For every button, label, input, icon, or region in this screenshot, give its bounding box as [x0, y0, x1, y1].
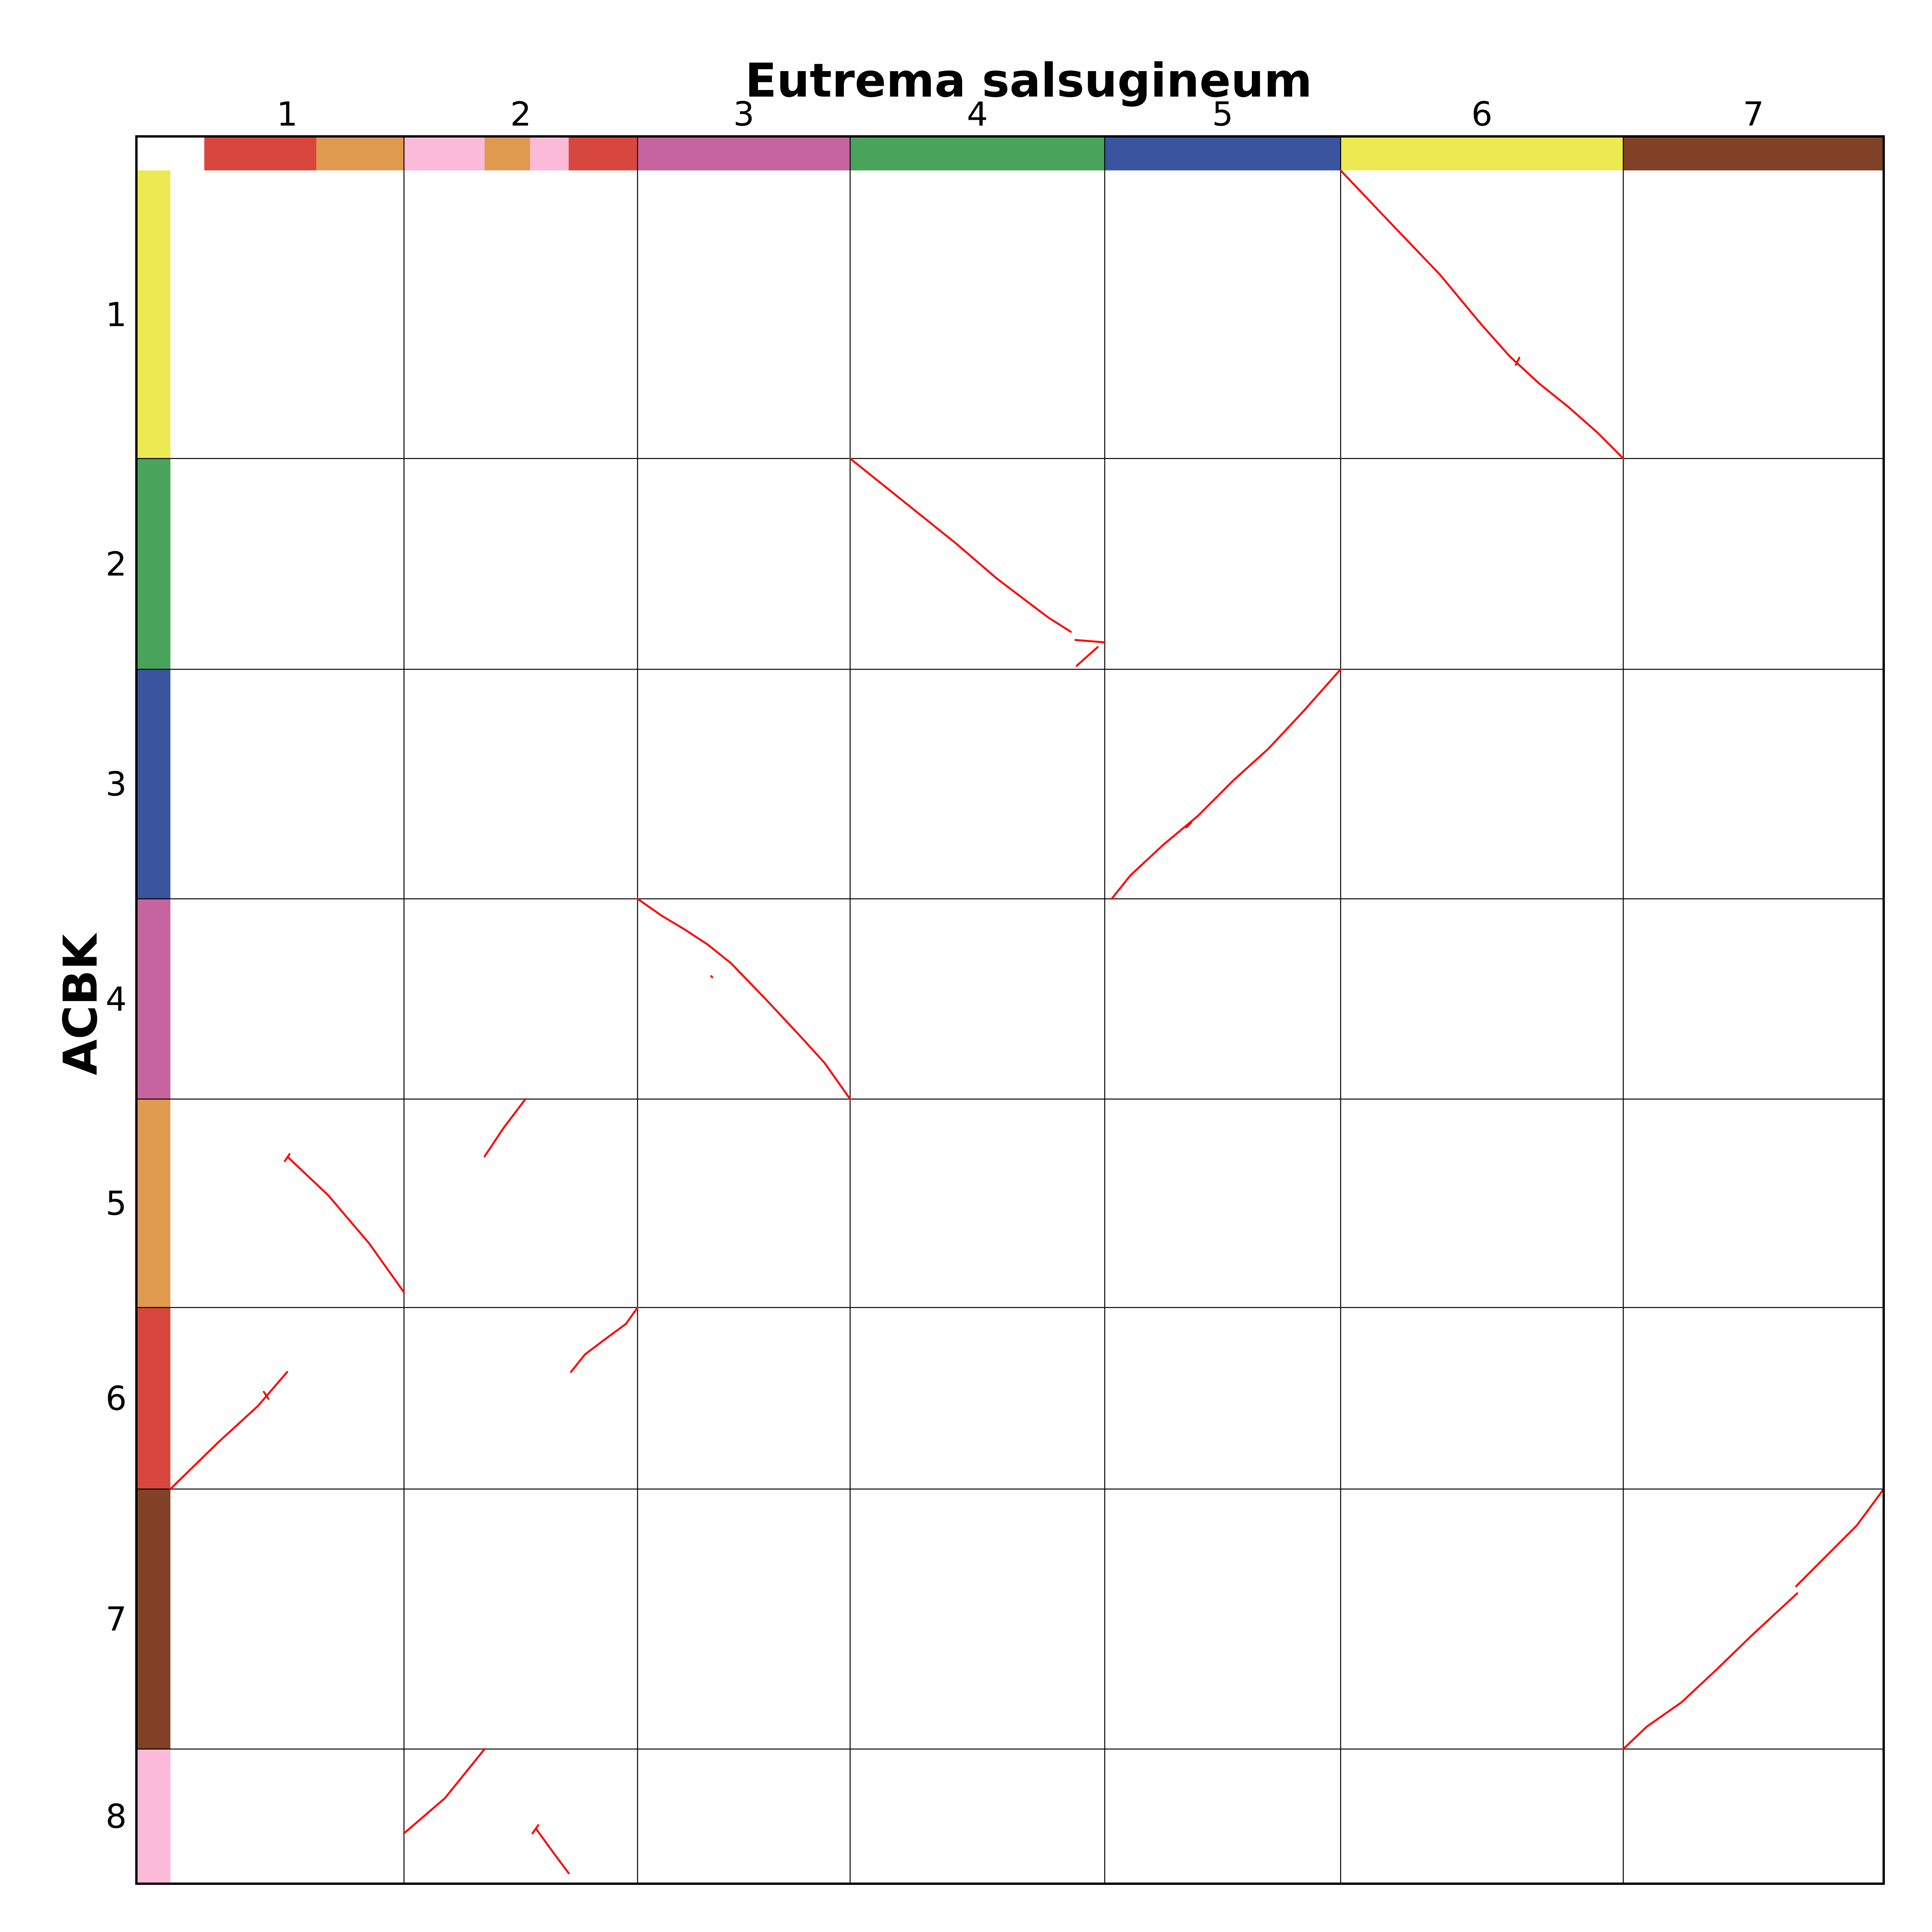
- x-colorbar-block: [485, 136, 530, 170]
- x-colorbar-block: [170, 136, 204, 170]
- x-tick-label: 1: [277, 95, 298, 134]
- synteny-segment: [1076, 646, 1099, 667]
- y-colorbar-block: [136, 899, 170, 1099]
- chart-title: Eutrema salsugineum: [745, 54, 1312, 108]
- x-tick-label: 4: [967, 95, 988, 134]
- y-tick-label: 8: [105, 1798, 127, 1836]
- synteny-segment: [483, 1098, 527, 1158]
- y-colorbar-block: [136, 170, 170, 459]
- colorbar-corner: [136, 136, 170, 170]
- synteny-segment: [636, 898, 851, 1100]
- y-tick-label: 6: [105, 1379, 127, 1418]
- x-colorbar-block: [568, 136, 638, 170]
- x-colorbar-block: [1340, 136, 1623, 170]
- synteny-segments: [169, 169, 1885, 1874]
- synteny-segment: [710, 975, 713, 978]
- chromosome-grid: [136, 136, 1884, 1884]
- y-colorbar-block: [136, 458, 170, 670]
- synteny-segment: [1074, 639, 1106, 643]
- y-colorbar-block: [136, 669, 170, 899]
- x-tick-label: 5: [1212, 95, 1233, 134]
- y-tick-label: 3: [105, 765, 127, 804]
- synteny-segment: [1340, 169, 1624, 460]
- y-colorbar-block: [136, 1749, 170, 1884]
- y-colorbar-block: [136, 1099, 170, 1308]
- x-colorbar-block: [204, 136, 316, 170]
- synteny-segment: [169, 1371, 288, 1490]
- synteny-segment: [535, 1828, 570, 1874]
- synteny-segment: [284, 1153, 291, 1162]
- x-chromosome-labels: 1 2 3 4 5 6 7: [277, 95, 1764, 134]
- synteny-segment: [403, 1748, 486, 1835]
- y-tick-label: 2: [105, 545, 127, 583]
- y-chromosome-labels: 1 2 3 4 5 6 7 8: [105, 296, 127, 1836]
- y-colorbar-block: [136, 1307, 170, 1489]
- x-tick-label: 6: [1471, 95, 1493, 134]
- synteny-segment: [570, 1306, 639, 1373]
- x-colorbar-block: [1104, 136, 1341, 170]
- x-tick-label: 7: [1743, 95, 1764, 134]
- y-tick-label: 7: [105, 1600, 127, 1639]
- synteny-segment: [1515, 357, 1520, 366]
- y-axis-label: ACBK: [54, 932, 108, 1075]
- x-colorbar-block: [637, 136, 850, 170]
- synteny-segment: [849, 457, 1072, 633]
- x-colorbar-block: [850, 136, 1105, 170]
- y-colorbar: [136, 170, 170, 1884]
- synteny-segment: [263, 1391, 270, 1400]
- y-tick-label: 4: [105, 980, 127, 1019]
- x-tick-label: 3: [733, 95, 755, 134]
- x-colorbar-block: [1623, 136, 1884, 170]
- x-colorbar: [136, 136, 1884, 170]
- synteny-segment: [1795, 1488, 1885, 1587]
- y-tick-label: 1: [105, 296, 127, 334]
- y-tick-label: 5: [105, 1184, 127, 1223]
- x-colorbar-block: [530, 136, 569, 170]
- synteny-segment: [1185, 821, 1192, 828]
- y-colorbar-block: [136, 1489, 170, 1749]
- synteny-segment: [1622, 1592, 1798, 1750]
- synteny-segment: [1111, 668, 1342, 900]
- x-colorbar-block: [404, 136, 485, 170]
- x-colorbar-block: [316, 136, 404, 170]
- x-tick-label: 2: [510, 95, 531, 134]
- plot-frame: [135, 135, 1885, 1885]
- synteny-segment: [287, 1156, 405, 1293]
